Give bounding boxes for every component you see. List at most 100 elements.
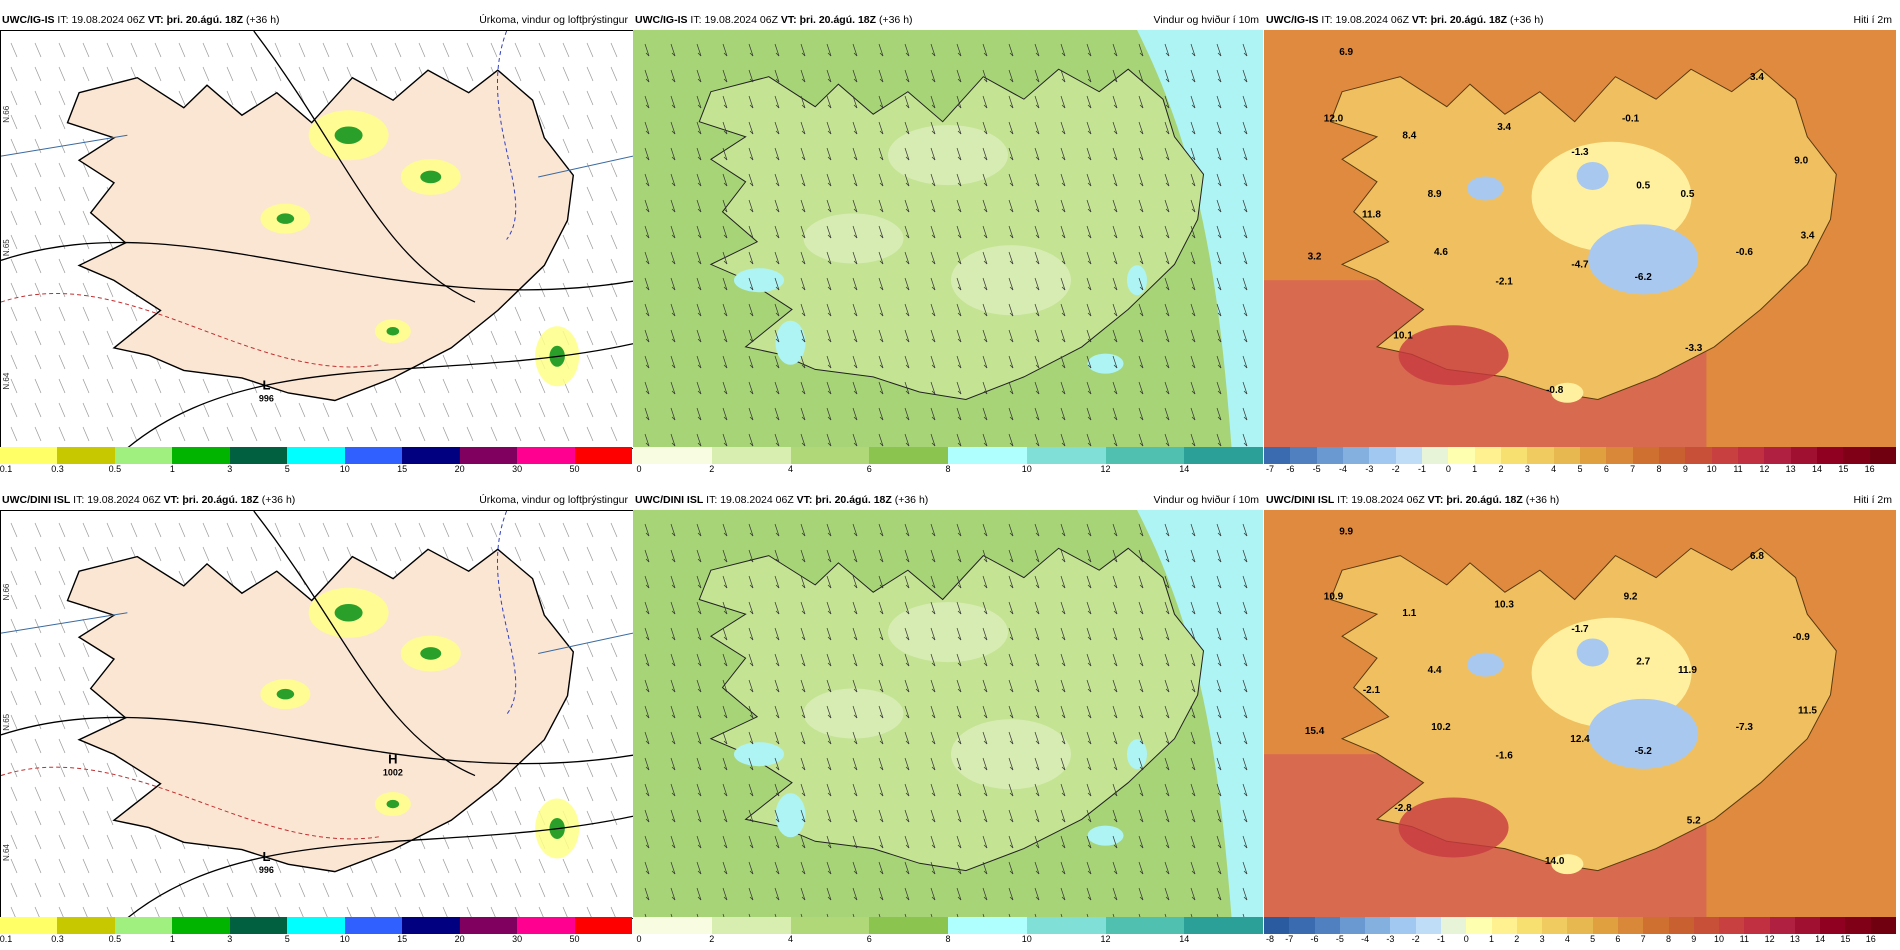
temp-label: 12.4 xyxy=(1570,734,1590,745)
colorbar-label: 1 xyxy=(169,934,175,944)
product-title: Hiti í 2m xyxy=(1853,494,1892,506)
temp-label: 14.0 xyxy=(1545,856,1565,867)
colorbar-label: 30 xyxy=(512,934,523,944)
colorbar-label: 4 xyxy=(787,934,794,944)
colorbar-label: 6 xyxy=(1603,464,1609,474)
colorbar-label: 16 xyxy=(1864,464,1875,474)
colorbar-swatch xyxy=(402,917,460,934)
colorbar-swatch xyxy=(1658,447,1686,464)
colorbar-label: 9 xyxy=(1682,464,1688,474)
colorbar-swatch xyxy=(1342,447,1370,464)
colorbar-swatch xyxy=(1542,917,1568,934)
temp-label: 3.4 xyxy=(1750,72,1764,83)
it-value: 19.08.2024 06Z xyxy=(720,494,794,506)
vt-label: VT: xyxy=(163,494,180,506)
vt-label: VT: xyxy=(780,14,797,26)
temp-label: 10.9 xyxy=(1324,592,1344,603)
it-label: IT: xyxy=(690,14,702,26)
vt-value: þri. 20.ágú. 18Z xyxy=(1430,14,1508,26)
panel-precip-dini: UWC/DINI ISL IT: 19.08.2024 06Z VT: þri.… xyxy=(0,492,634,947)
colorbar-label: -1 xyxy=(1417,464,1427,474)
colorbar-label: 0 xyxy=(636,464,642,474)
colorbar-label: -1 xyxy=(1436,934,1445,944)
colorbar-swatch xyxy=(287,917,345,934)
colorbar-swatch xyxy=(1339,917,1366,934)
colorbar-label: 12 xyxy=(1759,464,1770,474)
colorbar-swatch xyxy=(711,447,791,464)
colorbar-label: 14 xyxy=(1179,934,1190,944)
colorbar-label: -7 xyxy=(1285,934,1294,944)
colorbar-label: 8 xyxy=(1665,934,1671,944)
colorbar-swatch xyxy=(1500,447,1528,464)
colorbar-swatch xyxy=(790,917,870,934)
colorbar-label: 10 xyxy=(339,464,350,474)
it-label: IT: xyxy=(1321,14,1333,26)
colorbar-label: -5 xyxy=(1312,464,1321,474)
colorbar-swatch xyxy=(517,447,575,464)
colorbar-label: 6 xyxy=(866,464,872,474)
map-area: 6.9 3.4 12.0 8.4 3.4 -0.1 -1.3 9.0 0.5 0.5 8.9 11.8… xyxy=(1264,30,1896,447)
colorbar xyxy=(633,917,1263,934)
lead-time: (+36 h) xyxy=(1525,494,1560,506)
map-area xyxy=(633,510,1263,917)
colorbar-label: 12 xyxy=(1100,934,1111,944)
map-svg: 9.9 6.8 10.9 1.1 10.3 9.2 -1.7 -0.9 2.7 11.9 4.4 -2… xyxy=(1264,510,1896,917)
colorbar-label: 14 xyxy=(1179,464,1190,474)
colorbar-label: 0.3 xyxy=(51,934,64,944)
colorbar-swatch xyxy=(1816,447,1844,464)
map-svg xyxy=(633,510,1263,917)
lat-label: N.64 xyxy=(2,372,11,389)
colorbar-label: 6 xyxy=(1615,934,1621,944)
product-title: Hiti í 2m xyxy=(1853,14,1892,26)
panel-temp-igis: UWC/IG-IS IT: 19.08.2024 06Z VT: þri. 20… xyxy=(1264,12,1896,477)
colorbar-label: 50 xyxy=(569,464,580,474)
colorbar-swatch xyxy=(574,917,632,934)
vt-value: þri. 20.ágú. 18Z xyxy=(1446,494,1523,506)
temp-label: 9.9 xyxy=(1339,526,1353,537)
colorbar-label: 10 xyxy=(1714,934,1725,944)
colorbar-swatch xyxy=(1365,917,1391,934)
lat-label: N.65 xyxy=(2,239,11,256)
pressure-label: L xyxy=(262,849,270,864)
colorbar-swatch xyxy=(229,917,288,934)
colorbar-label: 13 xyxy=(1785,464,1796,474)
colorbar-swatch xyxy=(869,447,948,464)
temp-label: 12.0 xyxy=(1324,114,1344,125)
iceland-land xyxy=(66,548,575,873)
temp-label: 8.9 xyxy=(1428,189,1442,200)
pressure-value: 996 xyxy=(259,865,274,875)
colorbar-swatch xyxy=(1794,917,1821,934)
temp-label: 11.9 xyxy=(1678,665,1697,676)
colorbar-swatch xyxy=(1314,917,1340,934)
product-title: Úrkoma, vindur og loftþrýstingur xyxy=(479,494,628,506)
temp-label: -4.7 xyxy=(1571,260,1589,271)
map-svg xyxy=(633,30,1263,447)
colorbar xyxy=(1264,447,1896,464)
colorbar-label: -2 xyxy=(1411,934,1420,944)
colorbar-label: 0.5 xyxy=(108,934,122,944)
colorbar-label: 16 xyxy=(1865,934,1876,944)
colorbar-swatch xyxy=(0,447,58,464)
colorbar-swatch xyxy=(229,447,288,464)
colorbar xyxy=(0,447,632,464)
colorbar-swatch xyxy=(1026,917,1106,934)
colorbar-swatch xyxy=(1820,917,1846,934)
colorbar-swatch xyxy=(1737,447,1765,464)
colorbar-label: 10 xyxy=(1021,934,1032,944)
colorbar-label: 0.3 xyxy=(51,464,64,474)
colorbar-label: 7 xyxy=(1630,464,1636,474)
colorbar-label: 3 xyxy=(227,934,233,944)
colorbar-swatch xyxy=(1440,917,1467,934)
colorbar-label: -8 xyxy=(1265,934,1275,944)
temp-label: -0.9 xyxy=(1793,632,1811,643)
colorbar-label: 4 xyxy=(787,464,794,474)
colorbar-swatch xyxy=(948,917,1027,934)
colorbar-swatch xyxy=(1264,447,1291,464)
vt-value: þri. 20.ágú. 18Z xyxy=(815,494,892,506)
it-label: IT: xyxy=(57,14,69,26)
lead-time: (+36 h) xyxy=(1509,14,1544,26)
vt-label: VT: xyxy=(147,14,164,26)
temp-label: 5.2 xyxy=(1687,815,1701,826)
colorbar-swatch xyxy=(1369,447,1396,464)
